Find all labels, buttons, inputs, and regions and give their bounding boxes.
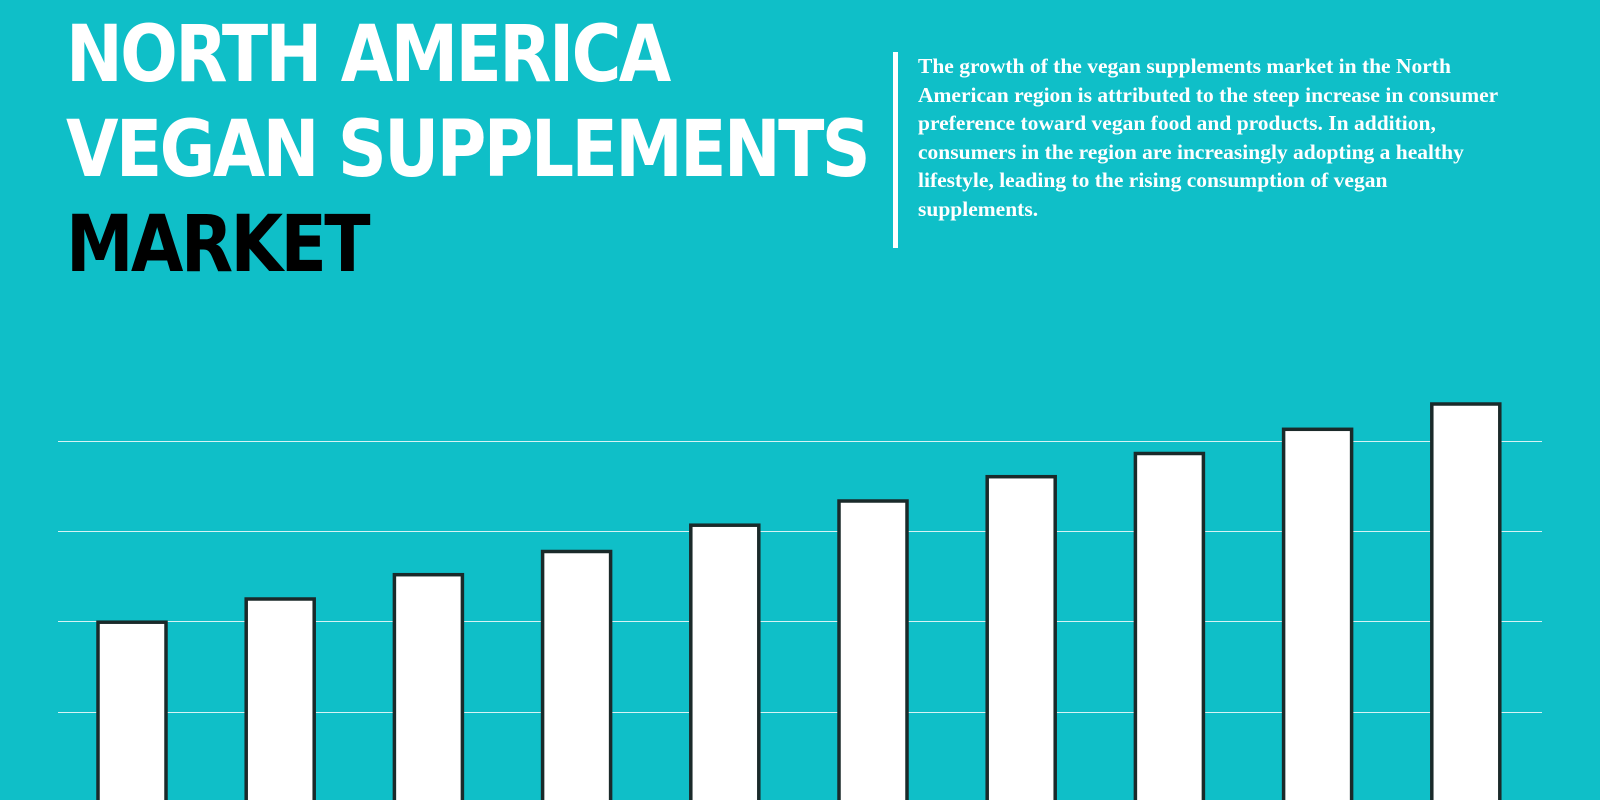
title-line-2: VEGAN SUPPLEMENTS <box>66 105 871 195</box>
title-line-1: NORTH AMERICA <box>66 10 671 100</box>
bar-8 <box>1133 451 1206 800</box>
description-divider <box>893 52 898 248</box>
bar-6 <box>837 499 909 800</box>
bar-2 <box>244 597 316 800</box>
bar-1 <box>96 620 168 800</box>
bar-7 <box>985 474 1057 800</box>
page-title: NORTH AMERICA VEGAN SUPPLEMENTS MARKET <box>66 8 988 293</box>
bar-4 <box>540 549 613 800</box>
bar-5 <box>689 523 761 800</box>
description-text: The growth of the vegan supplements mark… <box>918 54 1498 221</box>
title-line-3: MARKET <box>66 200 370 290</box>
description-block: The growth of the vegan supplements mark… <box>893 52 1513 248</box>
bar-3 <box>392 572 465 800</box>
chart-bars <box>96 402 1502 800</box>
bar-9 <box>1281 427 1354 800</box>
bar-10 <box>1430 402 1502 800</box>
